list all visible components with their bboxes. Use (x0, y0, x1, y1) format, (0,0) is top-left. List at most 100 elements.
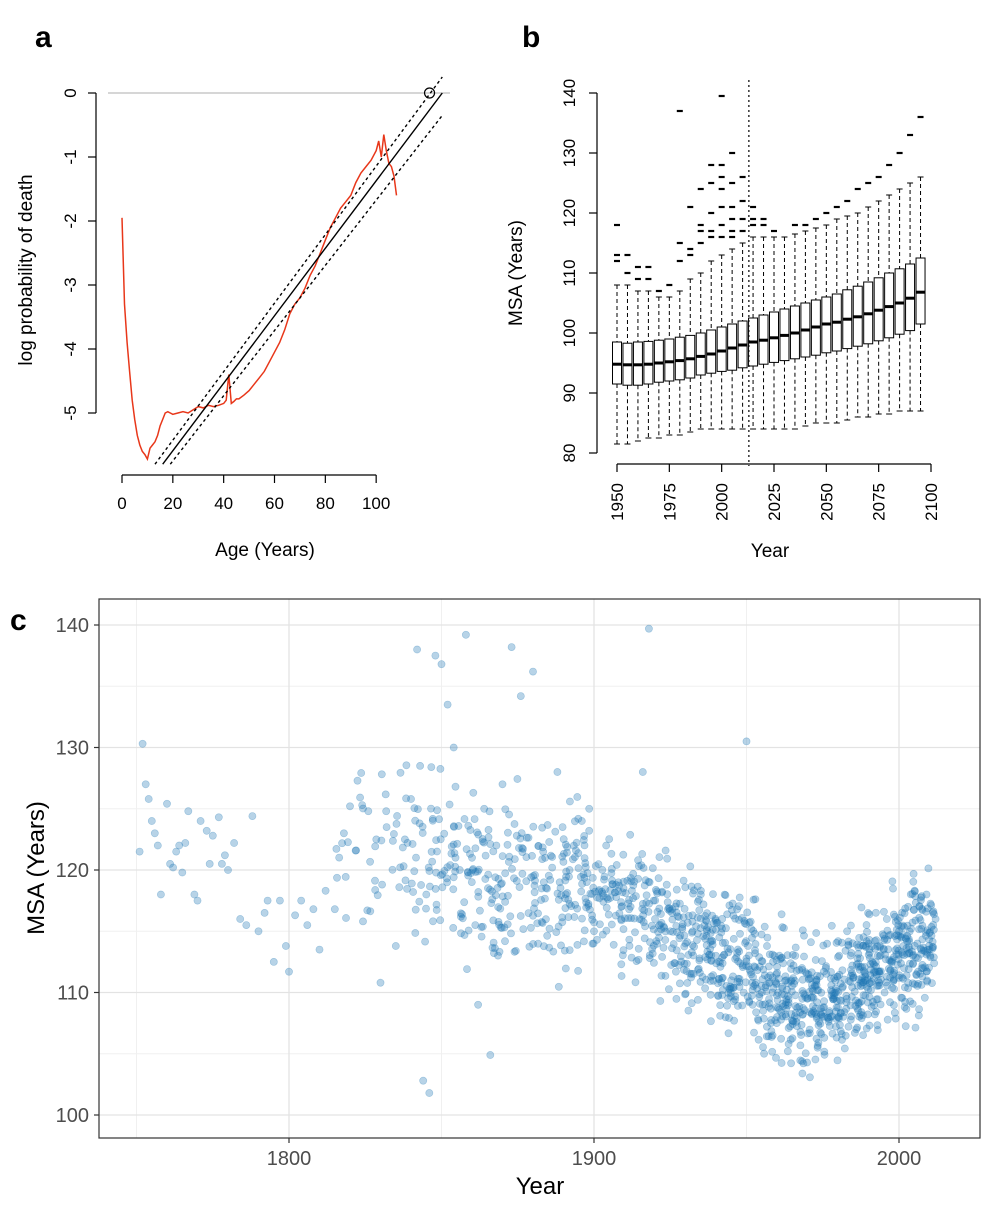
data-point (451, 862, 460, 871)
data-point (865, 945, 874, 954)
data-point (798, 975, 807, 984)
data-point (701, 953, 710, 961)
x-tick-label: 1800 (267, 1148, 312, 1170)
data-point (686, 969, 694, 978)
data-point (901, 983, 909, 992)
data-point (906, 890, 915, 899)
data-point (376, 978, 385, 987)
data-point (377, 836, 386, 845)
data-point (881, 950, 889, 959)
data-point (638, 850, 647, 858)
data-point (528, 852, 536, 860)
data-point (921, 963, 929, 972)
data-point (701, 912, 710, 920)
data-point (665, 907, 674, 915)
data-point (835, 951, 843, 960)
data-point (929, 921, 938, 929)
data-point (766, 971, 775, 980)
data-point (709, 971, 717, 980)
y-tick-label: -5 (61, 405, 80, 420)
data-point (531, 876, 539, 885)
data-point (816, 1019, 825, 1028)
data-point (744, 942, 752, 950)
data-point (586, 889, 595, 898)
data-point (694, 929, 702, 938)
data-point (805, 1029, 814, 1037)
data-point (873, 982, 881, 990)
data-point (281, 942, 290, 950)
data-point (343, 838, 352, 847)
data-point (860, 975, 869, 984)
data-point (917, 896, 925, 905)
data-point (580, 854, 589, 862)
data-point (565, 866, 574, 874)
data-point (352, 846, 360, 855)
data-point (886, 973, 894, 982)
data-point (782, 1012, 790, 1021)
data-point (733, 949, 742, 957)
data-point (928, 943, 937, 951)
data-point (894, 921, 903, 929)
data-point (833, 1056, 842, 1065)
data-point (919, 943, 928, 952)
data-point (566, 797, 574, 806)
data-point (866, 979, 874, 987)
data-point (741, 978, 750, 987)
data-point (555, 878, 564, 887)
data-point (617, 972, 626, 980)
data-point (371, 886, 380, 894)
data-point (887, 958, 896, 967)
data-point (464, 926, 473, 935)
data-point (695, 906, 704, 915)
data-point (811, 956, 820, 964)
data-point (578, 914, 586, 923)
data-point (879, 944, 888, 953)
data-point (645, 954, 654, 962)
data-point (825, 1015, 833, 1024)
data-point (740, 917, 749, 925)
data-point (418, 822, 427, 831)
data-point (832, 1003, 841, 1012)
data-point (496, 923, 505, 932)
data-point (624, 914, 633, 922)
data-point (678, 920, 687, 929)
data-point (922, 950, 931, 959)
data-point (812, 976, 821, 985)
data-point (558, 823, 567, 831)
data-point (831, 988, 840, 997)
data-point (619, 877, 628, 886)
data-point (621, 889, 630, 897)
data-point (413, 805, 422, 813)
data-point (260, 909, 269, 917)
data-point (648, 945, 656, 953)
data-point (607, 865, 616, 873)
data-point (872, 1007, 880, 1016)
data-point (682, 959, 691, 968)
data-point (928, 979, 936, 987)
data-point (614, 887, 623, 895)
data-point (853, 940, 861, 949)
data-point (540, 942, 548, 951)
data-point (903, 937, 912, 946)
x-tick-label: 1975 (660, 483, 679, 521)
data-point (657, 919, 666, 927)
data-point (530, 888, 539, 897)
data-point (557, 941, 565, 950)
data-point (800, 952, 808, 961)
box-1985 (685, 278, 696, 433)
data-point (798, 1069, 807, 1078)
data-point (747, 925, 756, 933)
data-point (797, 1031, 805, 1039)
data-point (510, 820, 519, 828)
data-point (869, 959, 877, 968)
data-point (522, 853, 531, 861)
data-point (665, 985, 673, 994)
box-2010 (737, 242, 748, 430)
y-tick-label: 90 (560, 384, 579, 403)
data-point (449, 840, 458, 849)
data-point (758, 975, 767, 984)
data-point (578, 880, 586, 888)
data-point (486, 840, 495, 848)
data-point (489, 916, 498, 925)
data-point (577, 873, 585, 881)
